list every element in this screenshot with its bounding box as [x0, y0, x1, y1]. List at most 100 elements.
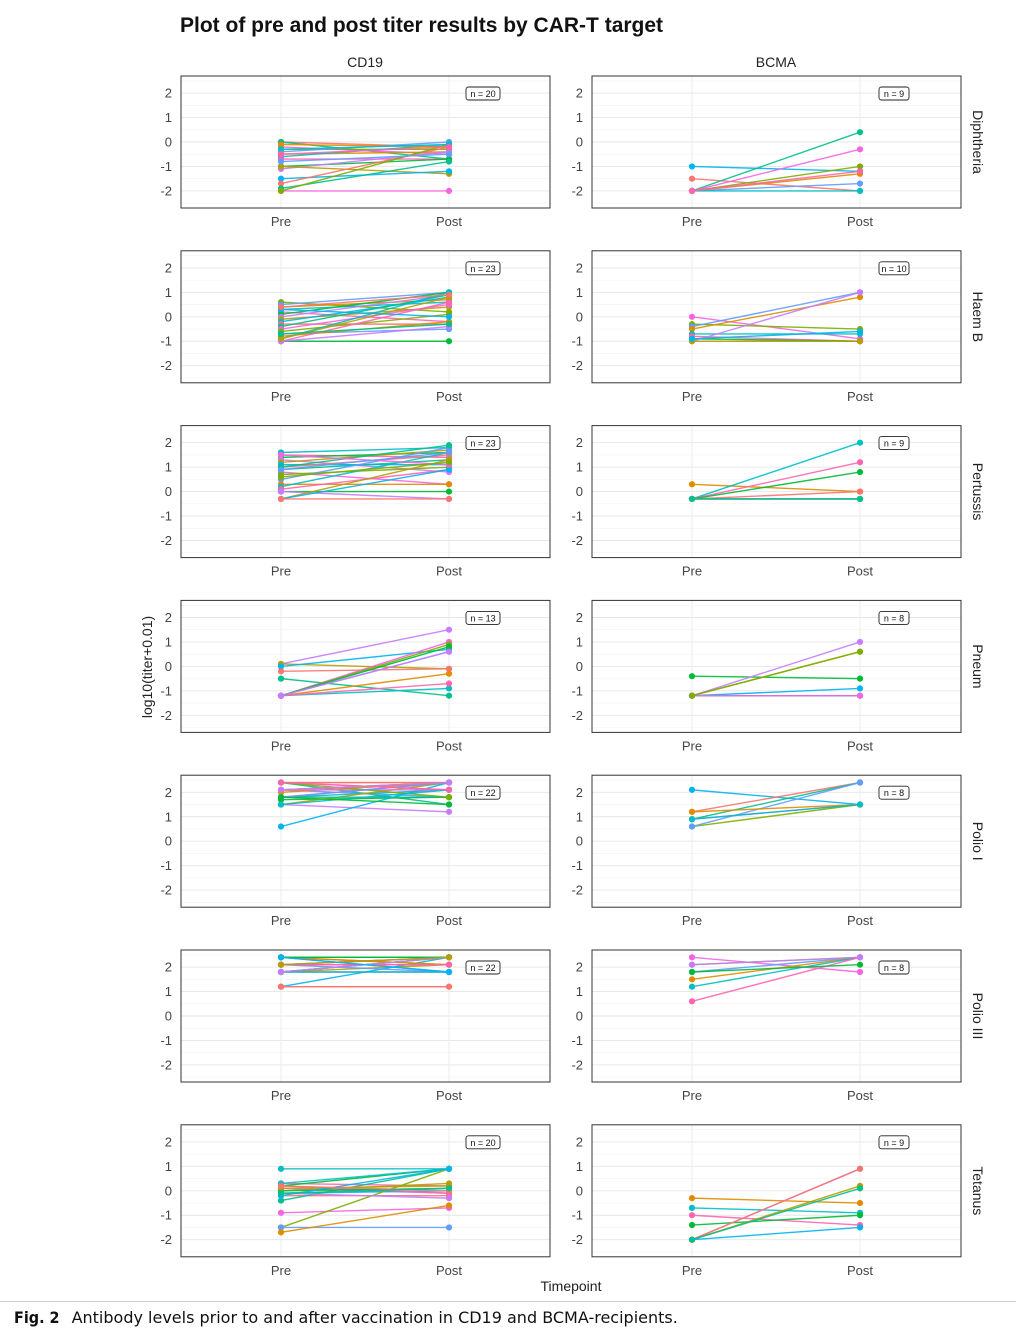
- n-label: n = 13: [470, 613, 495, 623]
- y-tick-label: 0: [576, 834, 583, 849]
- post-point: [856, 163, 864, 170]
- post-point: [856, 129, 864, 136]
- post-point: [856, 338, 864, 345]
- subject-line: [691, 323, 861, 330]
- post-point: [445, 143, 453, 150]
- y-tick-label: -2: [160, 358, 172, 373]
- y-tick-label: 1: [576, 1159, 583, 1174]
- subject-line: [280, 459, 450, 473]
- y-tick-label: 2: [165, 610, 172, 625]
- subject-line: [280, 1207, 450, 1214]
- y-tick-label: 0: [165, 135, 172, 150]
- panel-polio-iii-cd19: 2 1 0 -1 -2 Pre Post n = 22: [160, 949, 551, 1103]
- pre-point: [277, 330, 285, 338]
- subject-line: [280, 294, 450, 308]
- y-tick-label: 0: [165, 834, 172, 849]
- subject-line: [280, 451, 450, 471]
- x-tick-label: Pre: [271, 1088, 291, 1103]
- y-tick-label: 2: [576, 435, 583, 450]
- subject-line: [280, 153, 450, 163]
- row-strip-pneum: Pneum: [970, 644, 986, 688]
- post-point: [856, 954, 864, 961]
- subject-line: [280, 444, 450, 468]
- pre-point: [277, 983, 285, 990]
- y-tick-label: 1: [576, 110, 583, 125]
- post-point: [445, 151, 453, 158]
- post-point: [856, 495, 864, 503]
- x-tick-label: Pre: [682, 214, 702, 229]
- pre-point: [277, 961, 285, 968]
- post-point: [856, 168, 864, 175]
- y-tick-label: 1: [576, 460, 583, 475]
- post-point: [445, 495, 453, 503]
- subject-line: [691, 641, 861, 697]
- panel-border: [180, 774, 551, 908]
- pre-point: [277, 968, 285, 976]
- figure-caption: Fig. 2 Antibody levels prior to and after…: [14, 1308, 678, 1327]
- subject-line: [691, 1197, 861, 1204]
- subject-line: [280, 1168, 450, 1185]
- post-point: [445, 168, 453, 175]
- n-label-box: [465, 785, 501, 800]
- post-point: [445, 648, 453, 655]
- subject-line: [280, 1185, 450, 1190]
- x-tick-label: Post: [847, 1088, 873, 1103]
- pre-point: [277, 451, 285, 459]
- y-tick-label: 0: [165, 659, 172, 674]
- post-point: [445, 968, 453, 976]
- panel-pneum-bcma: 2 1 0 -1 -2 Pre Post n = 8: [571, 599, 962, 753]
- y-tick-label: 1: [165, 460, 172, 475]
- pre-point: [688, 1221, 696, 1229]
- panel-haem-b-bcma: 2 1 0 -1 -2 Pre Post n = 10: [571, 250, 962, 404]
- pre-point: [277, 1190, 285, 1197]
- y-tick-label: -2: [160, 883, 172, 898]
- subject-line: [280, 1168, 450, 1202]
- pre-point: [688, 325, 696, 333]
- y-tick-label: -2: [160, 708, 172, 723]
- panel-border: [591, 949, 962, 1083]
- x-tick-label: Pre: [682, 1088, 702, 1103]
- post-point: [445, 685, 453, 692]
- y-tick-label: -1: [160, 509, 172, 524]
- subject-line: [280, 956, 450, 973]
- subject-line: [280, 151, 450, 170]
- pre-point: [277, 692, 285, 699]
- post-point: [445, 643, 453, 650]
- subject-line: [280, 296, 450, 323]
- y-tick-label: 0: [165, 309, 172, 324]
- n-label: n = 9: [884, 439, 904, 449]
- y-tick-label: 1: [576, 984, 583, 999]
- pre-point: [277, 1209, 285, 1216]
- n-label-box: [465, 436, 501, 451]
- y-tick-label: -1: [571, 1208, 583, 1223]
- y-tick-label: 1: [165, 110, 172, 125]
- row-strip-pertussis: Pertussis: [970, 463, 986, 521]
- y-tick-label: -2: [571, 1057, 583, 1072]
- panel-pertussis-bcma: 2 1 0 -1 -2 Pre Post n = 9: [571, 425, 962, 579]
- y-tick-label: -2: [571, 533, 583, 548]
- subject-line: [280, 294, 450, 318]
- subject-line: [280, 682, 450, 697]
- subject-line: [280, 803, 450, 813]
- post-point: [856, 779, 864, 786]
- pre-point: [277, 954, 285, 961]
- panel-polio-i-cd19: 2 1 0 -1 -2 Pre Post n = 22: [160, 774, 551, 928]
- y-tick-label: -2: [571, 708, 583, 723]
- post-point: [445, 466, 453, 473]
- y-tick-label: 0: [576, 135, 583, 150]
- post-point: [445, 338, 453, 345]
- n-label: n = 9: [884, 1138, 904, 1148]
- subject-line: [691, 131, 861, 192]
- subject-line: [280, 1168, 450, 1229]
- subject-line: [691, 148, 861, 192]
- subject-line: [280, 454, 450, 466]
- subject-line: [280, 459, 450, 500]
- row-strip-polio-i: Polio I: [970, 822, 986, 861]
- post-point: [445, 670, 453, 677]
- subject-line: [280, 301, 450, 313]
- y-tick-label: -1: [160, 1208, 172, 1223]
- post-point: [445, 1165, 453, 1172]
- subject-line: [691, 803, 861, 820]
- panel-border: [180, 250, 551, 384]
- y-tick-label: 2: [165, 260, 172, 275]
